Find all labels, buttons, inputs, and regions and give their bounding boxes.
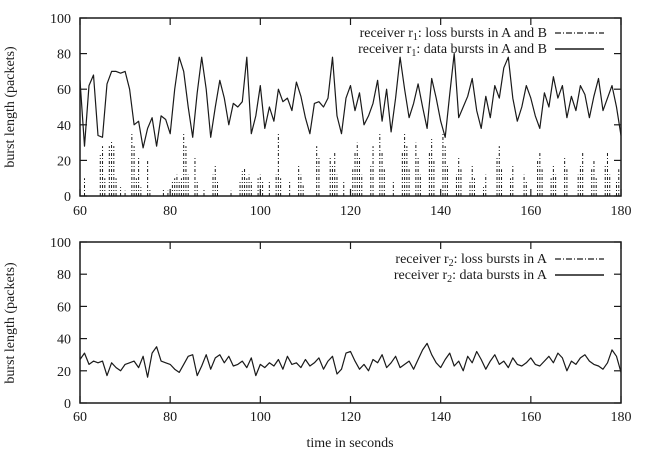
x-tick-label: 100 bbox=[250, 410, 271, 425]
x-tick-label: 140 bbox=[430, 410, 451, 425]
y-tick-label: 40 bbox=[57, 333, 71, 348]
y-tick-label: 100 bbox=[50, 236, 71, 251]
bottom-plot-area: 60 80 100 120 140 160 180 0 20 40 60 80 100 receiver … bbox=[50, 236, 632, 425]
legend-label: receiver r2: data bursts in A bbox=[394, 268, 548, 285]
x-tick-label: 160 bbox=[520, 410, 541, 425]
legend-label: receiver r2: loss bursts in A bbox=[395, 252, 547, 269]
y-tick-label: 80 bbox=[57, 268, 71, 283]
x-tick-label: 60 bbox=[73, 204, 87, 219]
top-y-axis-label: burst length (packets) bbox=[3, 46, 18, 168]
y-tick-label: 60 bbox=[57, 83, 71, 98]
x-axis-label: time in seconds bbox=[306, 436, 393, 451]
y-tick-label: 0 bbox=[64, 397, 71, 412]
x-tick-label: 100 bbox=[250, 204, 271, 219]
y-tick-label: 60 bbox=[57, 300, 71, 315]
y-tick-label: 80 bbox=[57, 48, 71, 63]
x-tick-label: 160 bbox=[520, 204, 541, 219]
bottom-chart-receiver-r2: burst length (packets) time in seconds 6… bbox=[3, 236, 632, 451]
bottom-y-axis-label: burst length (packets) bbox=[3, 262, 18, 384]
y-tick-label: 20 bbox=[57, 365, 71, 380]
top-plot-area: 60 80 100 120 140 160 180 0 20 40 60 80 100 receiver … bbox=[50, 12, 632, 219]
data-bursts-line bbox=[79, 342, 622, 378]
data-bursts-line bbox=[79, 52, 622, 149]
x-tick-label: 180 bbox=[611, 410, 632, 425]
x-tick-label: 140 bbox=[430, 204, 451, 219]
y-tick-label: 0 bbox=[64, 190, 71, 205]
legend-label: receiver r1: data bursts in A and B bbox=[358, 42, 547, 59]
plot-frame bbox=[79, 17, 622, 197]
y-tick-label: 100 bbox=[50, 12, 71, 27]
top-chart-receiver-r1: burst length (packets) 60 80 100 120 140 160 1… bbox=[3, 12, 632, 219]
plot-frame bbox=[79, 241, 622, 404]
x-tick-label: 80 bbox=[163, 204, 177, 219]
x-tick-label: 80 bbox=[163, 410, 177, 425]
x-tick-label: 60 bbox=[73, 410, 87, 425]
x-tick-label: 120 bbox=[340, 410, 361, 425]
loss-bursts-impulses bbox=[84, 133, 620, 196]
y-tick-label: 40 bbox=[57, 119, 71, 134]
y-tick-label: 20 bbox=[57, 154, 71, 169]
legend-label: receiver r1: loss bursts in A and B bbox=[360, 26, 547, 43]
x-tick-label: 180 bbox=[611, 204, 632, 219]
x-tick-label: 120 bbox=[340, 204, 361, 219]
